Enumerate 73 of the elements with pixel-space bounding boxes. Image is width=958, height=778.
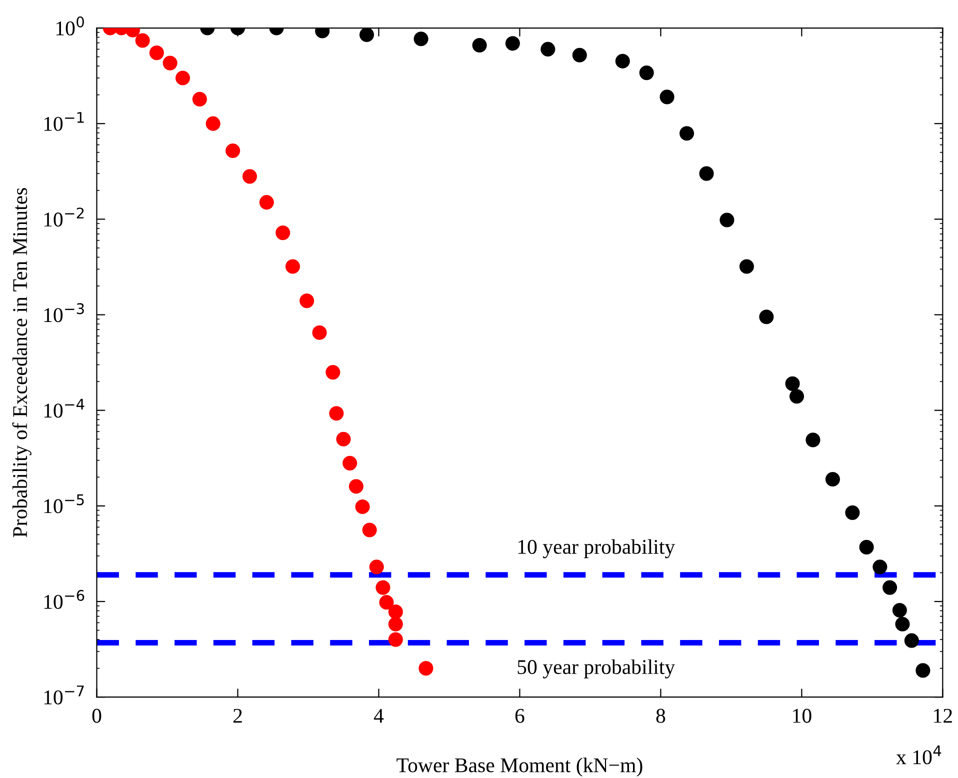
point: [348, 479, 364, 494]
point: [785, 376, 800, 391]
point: [472, 38, 487, 53]
point: [660, 90, 674, 104]
point: [300, 294, 314, 308]
point: [639, 66, 654, 80]
point: [326, 365, 340, 380]
x-tick-label: 12: [934, 708, 952, 723]
point: [336, 432, 351, 446]
point: [388, 616, 403, 632]
point: [872, 560, 888, 574]
point: [720, 212, 734, 228]
point: [904, 633, 919, 648]
point: [859, 540, 874, 554]
point: [379, 595, 394, 610]
x-tick-label: 4: [374, 708, 384, 723]
point: [789, 389, 804, 404]
point: [699, 166, 714, 181]
point: [680, 126, 694, 141]
point: [359, 28, 374, 42]
y-tick-label: 10$^{−7}$: [44, 686, 84, 704]
ref-line-label: 10 year probability: [518, 539, 676, 558]
y-axis-title: Probability of Exceedance in Ten Minutes: [12, 188, 32, 538]
point: [895, 616, 910, 632]
point: [285, 259, 300, 274]
x-axis-title: Tower Base Moment (kN−m): [396, 758, 642, 777]
point: [135, 33, 150, 48]
point: [376, 580, 390, 595]
point: [414, 32, 428, 46]
point: [388, 632, 403, 647]
point: [329, 406, 344, 421]
point: [845, 505, 860, 520]
text: x 10$^{4}$: [896, 745, 942, 764]
point: [540, 42, 556, 56]
point: [206, 116, 220, 131]
point: [572, 48, 587, 62]
ref-line-label: 50 year probability: [518, 659, 676, 678]
y-tick-label: 10$^{−5}$: [44, 494, 84, 514]
point: [162, 56, 178, 70]
point: [615, 54, 630, 68]
y-tick-label: 10$^{0}$: [56, 16, 84, 36]
point: [192, 92, 207, 106]
point: [259, 195, 274, 210]
y-tick-label: 10$^{−4}$: [44, 398, 84, 418]
point: [759, 310, 774, 324]
point: [355, 499, 370, 514]
point: [226, 143, 240, 158]
point: [342, 456, 358, 470]
point: [825, 472, 840, 487]
x-tick-label: 8: [656, 708, 666, 723]
point: [276, 226, 290, 240]
point: [892, 602, 907, 618]
point: [388, 604, 403, 620]
x-tick-label: 2: [233, 708, 242, 723]
point: [242, 169, 258, 184]
x-tick-label: 10: [793, 708, 812, 723]
point: [505, 36, 520, 51]
y-tick-label: 10$^{−6}$: [44, 590, 84, 609]
point: [739, 259, 754, 274]
point: [806, 432, 820, 448]
point: [149, 46, 164, 60]
point: [418, 661, 434, 676]
x-tick-label: 0: [92, 708, 102, 723]
point: [369, 560, 384, 574]
y-tick-label: 10$^{−1}$: [44, 112, 84, 131]
point: [362, 522, 377, 538]
point: [312, 325, 327, 340]
y-tick-label: 10$^{−2}$: [44, 208, 84, 227]
point: [175, 70, 190, 86]
point: [882, 580, 898, 595]
y-tick-label: 10$^{−3}$: [44, 303, 84, 322]
point: [916, 663, 930, 678]
x-tick-label: 6: [515, 708, 524, 723]
